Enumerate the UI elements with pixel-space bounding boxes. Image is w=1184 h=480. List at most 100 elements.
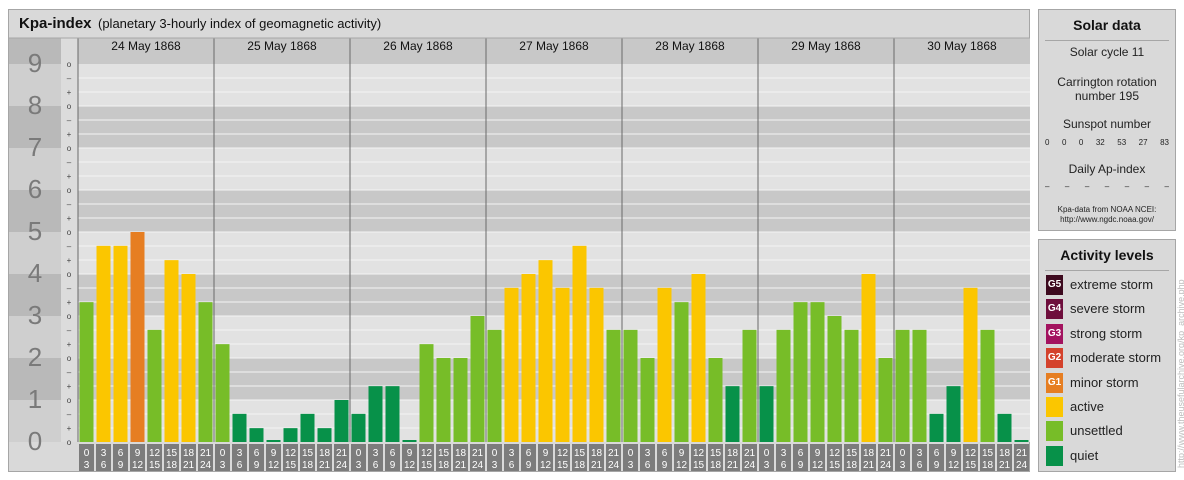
legend-label: minor storm (1070, 375, 1139, 390)
kp-bar (912, 329, 927, 442)
hour-label-end: 12 (268, 460, 280, 471)
hour-cell (504, 444, 519, 471)
hour-label-start: 6 (662, 448, 668, 459)
ap-value: – (1045, 182, 1050, 191)
kp-bar (521, 274, 536, 442)
hour-label-start: 18 (319, 448, 331, 459)
hour-cell (759, 444, 774, 471)
legend-label: unsettled (1070, 423, 1123, 438)
hour-label-end: 3 (84, 460, 90, 471)
kp-axis-band (9, 190, 61, 232)
kp-subtick: – (67, 326, 72, 335)
kp-bar (232, 413, 247, 442)
kp-bar (538, 260, 553, 442)
ap-value: – (1124, 182, 1130, 191)
kp-subtick: + (67, 424, 72, 433)
hour-label-end: 24 (200, 460, 212, 471)
hour-label-end: 18 (846, 460, 858, 471)
kp-bar (164, 260, 179, 442)
hour-label-start: 21 (744, 448, 756, 459)
legend-item-severe-storm: G4 severe storm (1046, 299, 1176, 319)
day-label: 25 May 1868 (247, 39, 317, 53)
hour-label-start: 18 (727, 448, 739, 459)
hour-label-start: 0 (900, 448, 906, 459)
hour-cell (283, 444, 298, 471)
kp-axis-band (9, 316, 61, 358)
legend-swatch: G4 (1046, 299, 1063, 319)
kp-subtick: + (67, 298, 72, 307)
hour-label-end: 18 (982, 460, 994, 471)
hour-label-start: 21 (608, 448, 620, 459)
hour-label-start: 21 (336, 448, 348, 459)
legend-swatch (1046, 421, 1063, 441)
hour-cell (674, 444, 689, 471)
hour-label-end: 9 (798, 460, 804, 471)
ap-value: – (1084, 182, 1090, 191)
hour-cell (980, 444, 995, 471)
kp-axis-band (9, 358, 61, 400)
hour-label-end: 18 (302, 460, 314, 471)
hour-label-end: 6 (509, 460, 515, 471)
kp-band (78, 190, 1030, 232)
legend-swatch: G2 (1046, 348, 1063, 368)
kp-bar (453, 358, 468, 442)
kp-bar (470, 316, 485, 442)
hour-label-end: 18 (166, 460, 178, 471)
kp-subtick: – (67, 242, 72, 251)
hour-label-start: 3 (781, 448, 787, 459)
hour-label-end: 12 (540, 460, 552, 471)
hour-cell (521, 444, 536, 471)
chart-subtitle: (planetary 3-hourly index of geomagnetic… (98, 16, 382, 31)
hour-label-end: 6 (781, 460, 787, 471)
hour-label-end: 12 (404, 460, 416, 471)
kp-subtick: – (67, 158, 72, 167)
kp-bar (385, 386, 400, 442)
hour-label-end: 24 (336, 460, 348, 471)
hour-label-start: 0 (764, 448, 770, 459)
hour-label-end: 15 (965, 460, 977, 471)
hour-cell (215, 444, 230, 471)
kp-bar (878, 358, 893, 442)
hour-cell (419, 444, 434, 471)
hour-label-end: 15 (421, 460, 433, 471)
legend-swatch: G5 (1046, 275, 1063, 295)
kp-bar (793, 302, 808, 442)
hour-label-start: 6 (526, 448, 532, 459)
solar-title-divider (1045, 40, 1169, 41)
hour-label-start: 15 (574, 448, 586, 459)
hour-label-end: 3 (220, 460, 226, 471)
kp-bar (130, 232, 145, 442)
ap-index-values: – – – – – – – (1045, 182, 1169, 191)
kp-subtick: o (67, 228, 72, 237)
hour-label-start: 12 (421, 448, 433, 459)
hour-label-start: 15 (846, 448, 858, 459)
kp-bar (657, 287, 672, 442)
hour-cell (623, 444, 638, 471)
hour-label-end: 3 (628, 460, 634, 471)
legend-item-quiet: quiet (1046, 446, 1176, 466)
hour-cell (453, 444, 468, 471)
hour-label-start: 6 (934, 448, 940, 459)
hour-label-end: 24 (472, 460, 484, 471)
kp-bar (997, 413, 1012, 442)
hour-label-start: 0 (492, 448, 498, 459)
kp-bar (759, 386, 774, 442)
kp-subtick: + (67, 172, 72, 181)
kp-axis-label: 5 (28, 216, 42, 246)
kp-bar (1014, 440, 1029, 442)
kp-bar (96, 245, 111, 442)
hour-label-end: 3 (492, 460, 498, 471)
kp-subtick: – (67, 284, 72, 293)
ap-value: – (1104, 182, 1110, 191)
hour-cell (725, 444, 740, 471)
hour-label-start: 15 (438, 448, 450, 459)
hour-label-end: 9 (118, 460, 124, 471)
kp-bar (504, 287, 519, 442)
hour-cell (198, 444, 213, 471)
hour-cell (402, 444, 417, 471)
legend-item-minor-storm: G1 minor storm (1046, 373, 1176, 393)
hour-label-start: 21 (200, 448, 212, 459)
day-label: 28 May 1868 (655, 39, 725, 53)
kp-subtick: o (67, 354, 72, 363)
hour-label-start: 0 (628, 448, 634, 459)
